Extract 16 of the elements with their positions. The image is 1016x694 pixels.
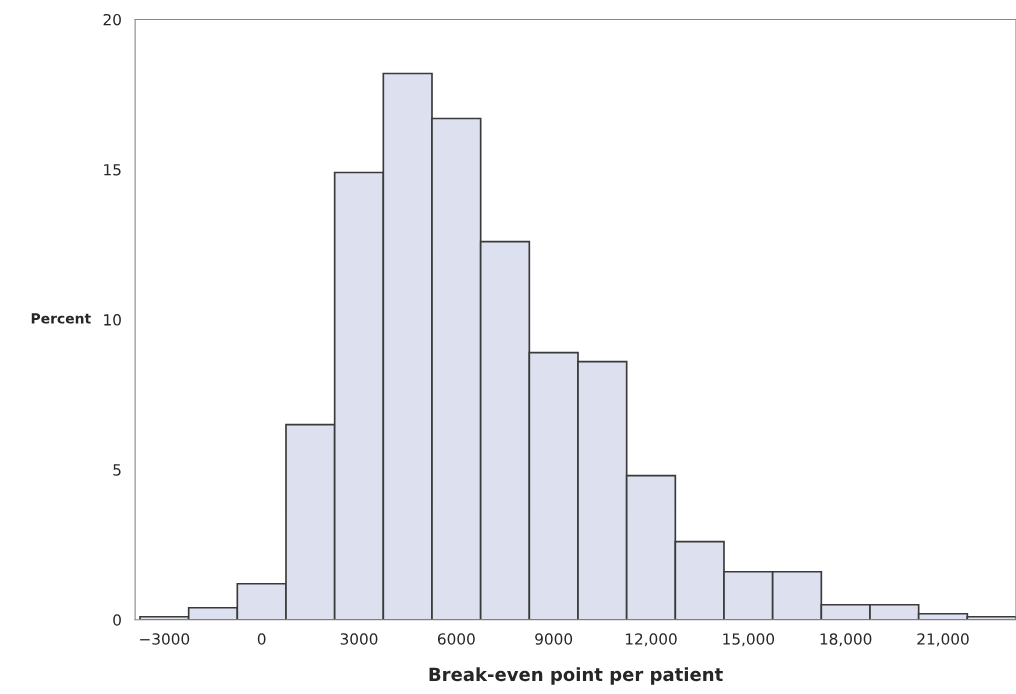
y-tick-label: 10 [104,314,121,326]
x-tick-label: 0 [257,633,266,645]
x-tick-label: 18,000 [820,633,872,647]
x-axis-title: Break-even point per patient [429,667,723,685]
x-tick-label: 12,000 [625,633,677,647]
x-tick-label: −3000 [140,633,190,645]
x-tick-label: 3000 [340,633,378,645]
x-tick-label: 15,000 [723,633,775,647]
x-tick-label: 9000 [535,633,573,645]
y-tick-label: 0 [113,614,121,626]
y-axis-title: Percent [31,313,91,324]
y-tick-label: 5 [113,464,121,476]
y-tick-label: 15 [104,164,121,176]
y-tick-label: 20 [103,13,121,26]
x-tick-label: 6000 [437,633,475,645]
x-tick-label: 21,000 [917,633,969,647]
